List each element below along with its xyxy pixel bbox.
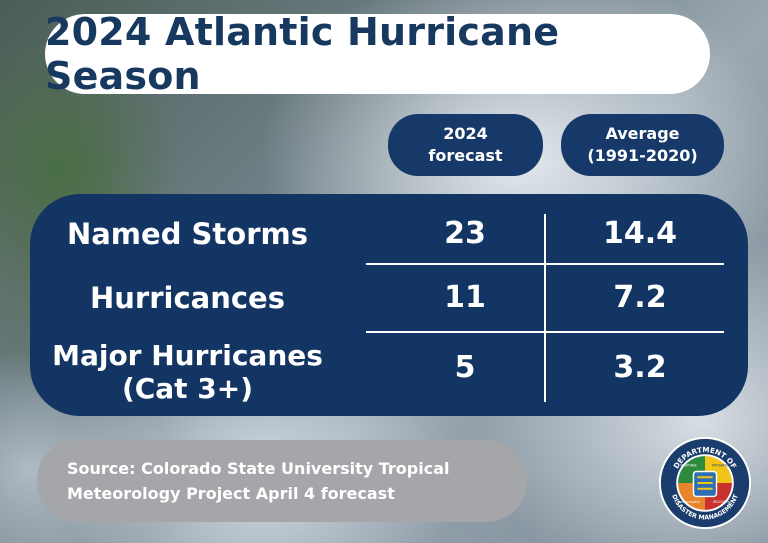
cell-named-storms-forecast: 23 — [444, 216, 486, 251]
title-banner: 2024 Atlantic Hurricane Season — [45, 10, 710, 98]
source-text: Source: Colorado State University Tropic… — [67, 459, 450, 503]
forecast-table: Named Storms 23 14.4 Hurricances 11 7.2 … — [30, 194, 748, 416]
column-header-average-label: Average (1991-2020) — [587, 124, 698, 165]
cell-named-storms-average: 14.4 — [602, 216, 678, 251]
seal-word-recovery: RECOVERY — [713, 500, 730, 504]
row-label-hurricanes: Hurricances — [90, 281, 285, 315]
column-header-average: Average (1991-2020) — [561, 114, 724, 176]
column-header-forecast: 2024 forecast — [388, 114, 543, 176]
page-title: 2024 Atlantic Hurricane Season — [45, 10, 560, 98]
column-header-forecast-label: 2024 forecast — [428, 124, 503, 165]
column-divider — [544, 214, 546, 402]
cell-hurricanes-forecast: 11 — [444, 280, 486, 315]
row-label-named-storms: Named Storms — [66, 217, 309, 251]
row-label-major-hurricanes: Major Hurricanes (Cat 3+) — [52, 339, 323, 405]
seal-word-response: RESPONSE — [680, 464, 696, 468]
cell-major-hurricanes-average: 3.2 — [613, 350, 667, 385]
seal-word-mitigation: MITIGATION — [712, 464, 730, 468]
cell-major-hurricanes-forecast: 5 — [454, 350, 476, 385]
seal-word-preparedness: PREPAREDNESS — [677, 500, 700, 504]
seal-shield-stripes — [697, 476, 713, 490]
source-note: Source: Colorado State University Tropic… — [37, 440, 527, 522]
disaster-management-seal: DEPARTMENT OF DISASTER MANAGEMENT RESPON… — [658, 436, 752, 530]
cell-hurricanes-average: 7.2 — [613, 280, 667, 315]
seal-shield-icon — [692, 470, 718, 498]
